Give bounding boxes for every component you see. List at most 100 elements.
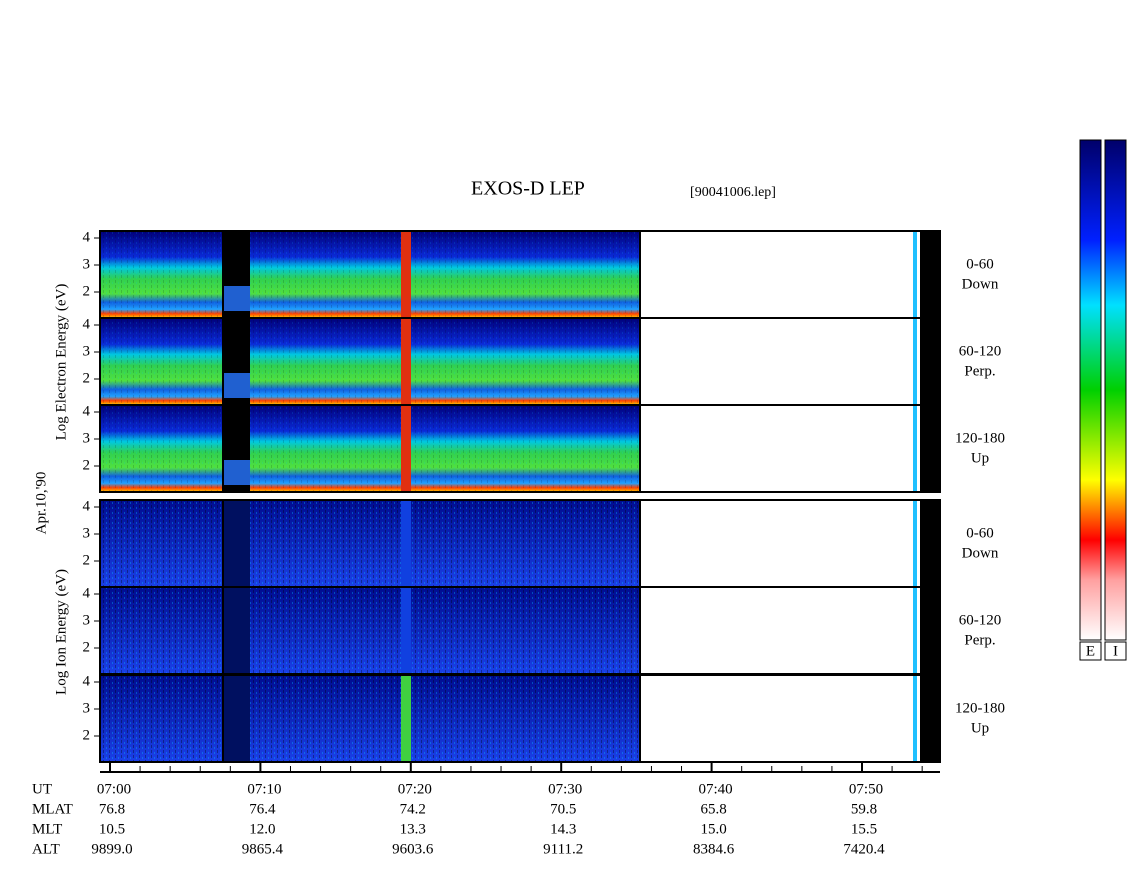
column-value: 7420.4 bbox=[843, 841, 885, 857]
spectrum-noise bbox=[100, 318, 640, 405]
night-region bbox=[920, 318, 940, 405]
colorbar-label: E bbox=[1086, 643, 1095, 659]
title: EXOS-D LEP bbox=[471, 178, 585, 200]
column-value: 74.2 bbox=[400, 801, 426, 817]
column-value: 70.5 bbox=[550, 801, 576, 817]
night-region bbox=[920, 500, 940, 587]
row-label: MLAT bbox=[32, 801, 73, 817]
angle-label: 120-180 bbox=[955, 430, 1005, 446]
spike bbox=[401, 405, 411, 492]
colorbar-label-box bbox=[1079, 641, 1102, 661]
panel-frame bbox=[99, 674, 941, 763]
spike bbox=[401, 318, 411, 405]
column-value: 9865.4 bbox=[242, 841, 284, 857]
panel-frame bbox=[99, 404, 941, 493]
angle-label: 0-60 bbox=[966, 256, 994, 272]
column-value: 65.8 bbox=[700, 801, 726, 817]
column-value: 59.8 bbox=[851, 801, 877, 817]
night-region bbox=[920, 231, 940, 318]
column-value: 07:30 bbox=[548, 781, 582, 797]
trace bbox=[913, 675, 917, 762]
angle-label: 0-60 bbox=[966, 525, 994, 541]
tick-label: 4 bbox=[83, 229, 91, 245]
trace bbox=[913, 500, 917, 587]
direction-label: Down bbox=[962, 276, 999, 292]
electron-axis-label: Log Electron Energy (eV) bbox=[53, 284, 69, 441]
row-label: MLT bbox=[32, 821, 62, 837]
column-value: 9899.0 bbox=[91, 841, 132, 857]
tick-label: 4 bbox=[83, 316, 91, 332]
tick-label: 4 bbox=[83, 498, 91, 514]
spectrum-noise bbox=[100, 231, 640, 318]
column-value: 10.5 bbox=[99, 821, 125, 837]
column-value: 07:20 bbox=[398, 781, 432, 797]
trace bbox=[913, 587, 917, 674]
tick-label: 2 bbox=[83, 727, 91, 743]
angle-label: 60-120 bbox=[959, 343, 1002, 359]
tick-label: 2 bbox=[83, 639, 91, 655]
column-value: 8384.6 bbox=[693, 841, 735, 857]
direction-label: Up bbox=[971, 720, 989, 736]
date-label: Apr.10,'90 bbox=[33, 472, 49, 535]
direction-label: Down bbox=[962, 545, 999, 561]
column-value: 9603.6 bbox=[392, 841, 434, 857]
direction-label: Up bbox=[971, 450, 989, 466]
column-value: 07:50 bbox=[849, 781, 883, 797]
tick-label: 3 bbox=[83, 525, 91, 541]
tick-label: 3 bbox=[83, 612, 91, 628]
tick-label: 4 bbox=[83, 585, 91, 601]
column-value: 76.8 bbox=[99, 801, 125, 817]
column-value: 9111.2 bbox=[543, 841, 583, 857]
tick-label: 3 bbox=[83, 430, 91, 446]
tick-label: 2 bbox=[83, 552, 91, 568]
column-value: 15.5 bbox=[851, 821, 877, 837]
column-value: 07:00 bbox=[97, 781, 131, 797]
colorbar-label: I bbox=[1113, 643, 1118, 659]
spectrum-noise bbox=[100, 500, 640, 587]
direction-label: Perp. bbox=[964, 363, 995, 379]
tick-label: 4 bbox=[83, 403, 91, 419]
spike bbox=[401, 500, 411, 587]
tick-label: 4 bbox=[83, 673, 91, 689]
tick-label: 2 bbox=[83, 457, 91, 473]
file-name: [90041006.lep] bbox=[690, 185, 776, 200]
night-region bbox=[920, 405, 940, 492]
spike bbox=[401, 675, 411, 762]
spectrum-noise bbox=[100, 587, 640, 674]
tick-label: 3 bbox=[83, 256, 91, 272]
spike bbox=[401, 587, 411, 674]
column-value: 07:40 bbox=[699, 781, 733, 797]
row-label: ALT bbox=[32, 841, 60, 857]
column-value: 76.4 bbox=[249, 801, 276, 817]
row-label: UT bbox=[32, 781, 52, 797]
column-value: 15.0 bbox=[700, 821, 726, 837]
gap-band bbox=[224, 373, 250, 398]
angle-label: 60-120 bbox=[959, 612, 1002, 628]
gap-band bbox=[224, 587, 250, 674]
ion-axis-label: Log Ion Energy (eV) bbox=[53, 569, 69, 695]
column-value: 13.3 bbox=[400, 821, 426, 837]
angle-label: 120-180 bbox=[955, 700, 1005, 716]
night-region bbox=[920, 675, 940, 762]
tick-label: 2 bbox=[83, 283, 91, 299]
column-value: 07:10 bbox=[247, 781, 281, 797]
night-region bbox=[920, 587, 940, 674]
colorbar bbox=[1104, 139, 1127, 641]
trace bbox=[913, 231, 917, 318]
tick-label: 3 bbox=[83, 343, 91, 359]
direction-label: Perp. bbox=[964, 632, 995, 648]
column-value: 12.0 bbox=[249, 821, 275, 837]
trace bbox=[913, 405, 917, 492]
gap-band bbox=[224, 460, 250, 485]
tick-label: 2 bbox=[83, 370, 91, 386]
gap-band bbox=[224, 286, 250, 311]
column-value: 14.3 bbox=[550, 821, 576, 837]
gap-band bbox=[224, 675, 250, 762]
spectrum-noise bbox=[100, 405, 640, 492]
tick-label: 3 bbox=[83, 700, 91, 716]
spectrum-noise bbox=[100, 675, 640, 762]
colorbar bbox=[1079, 139, 1102, 641]
gap-band bbox=[224, 500, 250, 587]
spike bbox=[401, 231, 411, 318]
